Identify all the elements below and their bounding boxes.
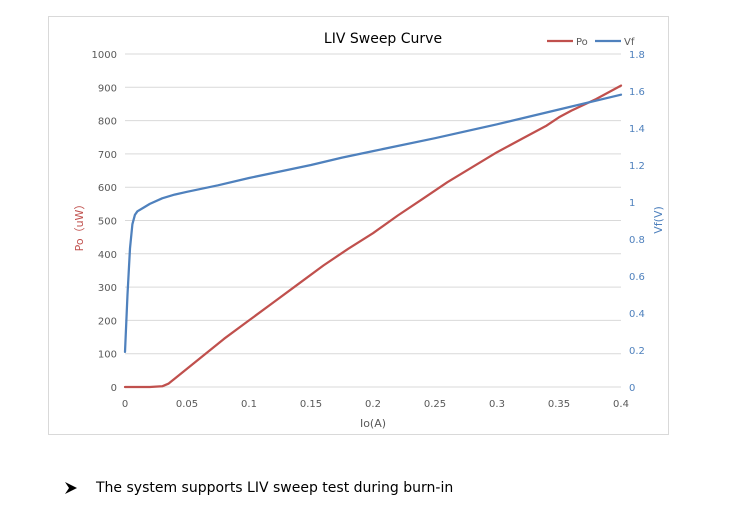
- y-right-tick-label: 0.2: [629, 346, 645, 357]
- y-right-tick-label: 0.8: [629, 235, 645, 246]
- y-left-tick-label: 1000: [92, 50, 117, 61]
- y-left-tick-label: 300: [98, 283, 117, 294]
- x-tick-label: 0.4: [613, 399, 629, 410]
- x-tick-label: 0: [122, 399, 128, 410]
- right-axis-ticks: 0 0.2 0.4 0.6 0.8 1 1.2 1.4 1.6 1.8: [629, 50, 645, 394]
- x-axis-label: Io(A): [360, 417, 386, 430]
- x-tick-label: 0.05: [176, 399, 198, 410]
- y-right-tick-label: 1.2: [629, 161, 645, 172]
- y-left-tick-label: 600: [98, 183, 117, 194]
- y-left-tick-label: 900: [98, 83, 117, 94]
- y-left-tick-label: 200: [98, 316, 117, 327]
- x-tick-label: 0.35: [548, 399, 570, 410]
- y-right-tick-label: 1.4: [629, 124, 645, 135]
- y-left-tick-label: 400: [98, 250, 117, 261]
- y-right-axis-label: Vf(V): [652, 206, 665, 234]
- y-right-tick-label: 0.4: [629, 309, 645, 320]
- x-tick-label: 0.1: [241, 399, 257, 410]
- y-left-tick-label: 100: [98, 350, 117, 361]
- arrowhead-bullet-icon: [65, 482, 77, 494]
- chart-title: LIV Sweep Curve: [324, 31, 442, 47]
- y-right-tick-label: 1: [629, 198, 635, 209]
- left-axis-ticks: 0 100 200 300 400 500 600 700 800 900 1000: [92, 50, 117, 394]
- y-left-tick-label: 0: [111, 383, 117, 394]
- y-left-tick-label: 700: [98, 150, 117, 161]
- series-line-po: [123, 84, 623, 389]
- y-right-tick-label: 1.6: [629, 87, 645, 98]
- y-left-tick-label: 500: [98, 217, 117, 228]
- series-line-vf: [123, 93, 623, 354]
- y-left-tick-label: 800: [98, 117, 117, 128]
- series-layer: [123, 84, 623, 389]
- x-tick-label: 0.2: [365, 399, 381, 410]
- legend: Po Vf: [547, 37, 635, 48]
- grid: [125, 53, 621, 388]
- x-tick-label: 0.3: [489, 399, 505, 410]
- caption-line: The system supports LIV sweep test durin…: [64, 478, 453, 498]
- x-tick-label: 0.15: [300, 399, 322, 410]
- chart-frame: [48, 16, 669, 435]
- y-right-tick-label: 0: [629, 383, 635, 394]
- x-axis-ticks: 0 0.05 0.1 0.15 0.2 0.25 0.3 0.35 0.4: [122, 399, 629, 410]
- legend-label-vf: Vf: [624, 37, 635, 48]
- y-right-tick-label: 1.8: [629, 50, 645, 61]
- y-right-tick-label: 0.6: [629, 272, 645, 283]
- y-left-axis-label: Po（uW）: [73, 199, 86, 252]
- legend-label-po: Po: [576, 37, 588, 48]
- x-tick-label: 0.25: [424, 399, 446, 410]
- caption-text: The system supports LIV sweep test durin…: [96, 480, 454, 496]
